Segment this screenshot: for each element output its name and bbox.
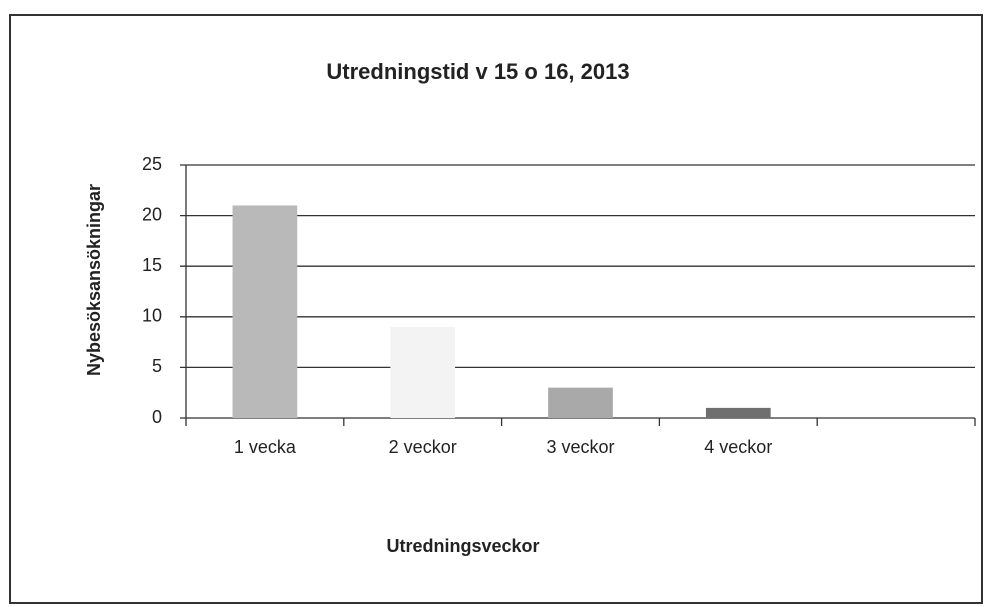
bar	[705, 407, 771, 418]
y-tick-label: 25	[142, 154, 162, 174]
x-tick-label: 2 veckor	[389, 437, 457, 457]
y-tick-label: 10	[142, 306, 162, 326]
frame	[9, 14, 983, 604]
y-tick-label: 5	[152, 356, 162, 376]
x-axis-label: Utredningsveckor	[386, 536, 539, 556]
x-tick-label: 3 veckor	[546, 437, 614, 457]
chart-title: Utredningstid v 15 o 16, 2013	[326, 59, 629, 84]
y-axis-label: Nybesöksansökningar	[84, 184, 104, 376]
bar	[232, 205, 298, 418]
y-tick-label: 15	[142, 255, 162, 275]
bar	[390, 326, 456, 418]
bar	[548, 387, 613, 418]
x-tick-label: 1 vecka	[234, 437, 297, 457]
y-tick-label: 0	[152, 407, 162, 427]
y-tick-label: 20	[142, 204, 162, 224]
x-tick-label: 4 veckor	[704, 437, 772, 457]
